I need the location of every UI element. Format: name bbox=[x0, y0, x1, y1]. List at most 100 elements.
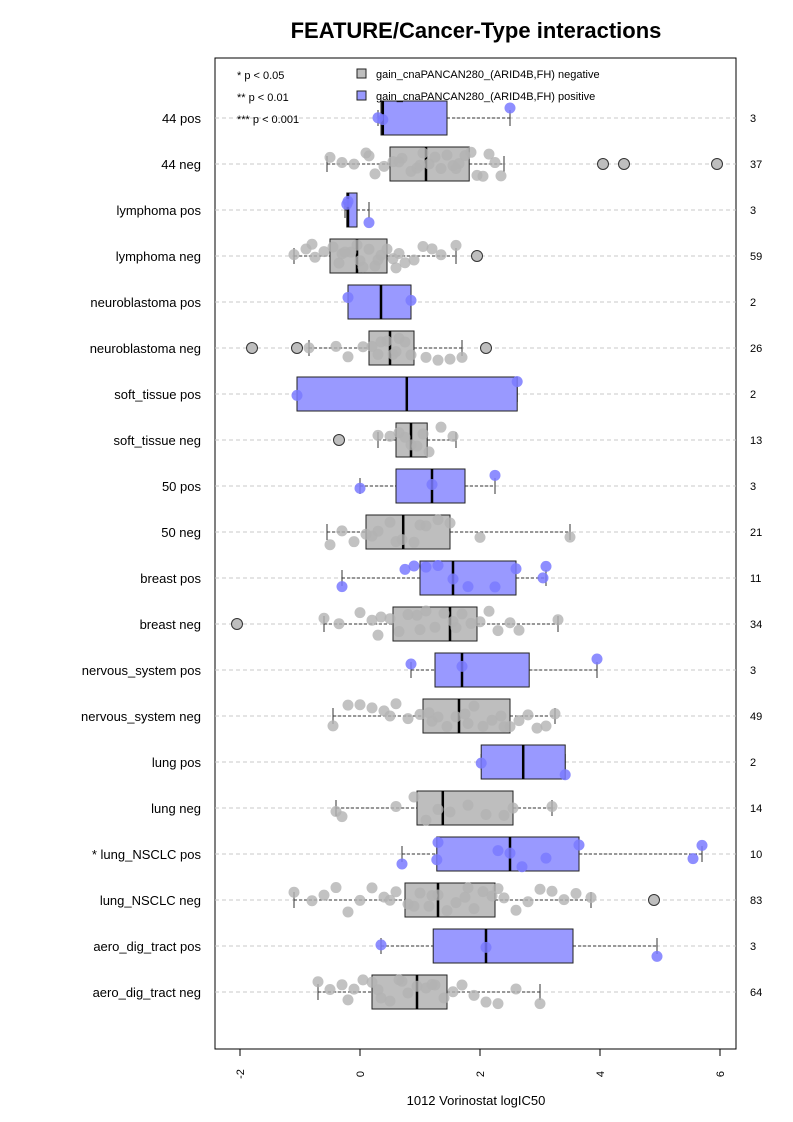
data-point bbox=[408, 791, 420, 803]
data-point bbox=[456, 979, 468, 991]
data-point bbox=[390, 698, 402, 710]
data-point bbox=[441, 905, 453, 917]
group-label: * lung_NSCLC pos bbox=[92, 847, 202, 862]
data-point bbox=[405, 294, 417, 306]
data-point bbox=[375, 611, 387, 623]
group-label: neuroblastoma neg bbox=[90, 341, 201, 356]
data-point bbox=[396, 858, 408, 870]
data-point bbox=[336, 157, 348, 169]
data-point bbox=[324, 539, 336, 551]
data-point bbox=[423, 900, 435, 912]
data-point bbox=[450, 622, 462, 634]
data-point bbox=[447, 573, 459, 585]
legend-swatch bbox=[356, 90, 367, 101]
data-point bbox=[585, 891, 597, 903]
data-point bbox=[384, 710, 396, 722]
data-point bbox=[474, 531, 486, 543]
data-point bbox=[522, 709, 534, 721]
data-point bbox=[318, 889, 330, 901]
data-point bbox=[489, 581, 501, 593]
significance-note: ** p < 0.01 bbox=[237, 92, 289, 104]
data-point bbox=[333, 618, 345, 630]
data-point bbox=[483, 148, 495, 160]
legend-swatch bbox=[356, 68, 367, 79]
data-point bbox=[429, 621, 441, 633]
group-label: lung neg bbox=[151, 801, 201, 816]
legend-label: gain_cnaPANCAN280_(ARID4B,FH) positive bbox=[376, 91, 595, 103]
data-point bbox=[342, 291, 354, 303]
data-point bbox=[477, 170, 489, 182]
group-label: soft_tissue neg bbox=[114, 433, 201, 448]
data-point bbox=[306, 895, 318, 907]
group-label: lung_NSCLC neg bbox=[100, 893, 201, 908]
data-point bbox=[559, 769, 571, 781]
data-point bbox=[537, 572, 549, 584]
plot-frame bbox=[214, 57, 737, 1050]
data-point bbox=[366, 702, 378, 714]
data-point bbox=[534, 883, 546, 895]
data-point bbox=[492, 998, 504, 1010]
data-point bbox=[399, 257, 411, 269]
data-point bbox=[498, 892, 510, 904]
group-label: lymphoma neg bbox=[116, 249, 201, 264]
data-point bbox=[573, 839, 585, 851]
data-point bbox=[486, 714, 498, 726]
group-count: 2 bbox=[750, 389, 756, 401]
data-point bbox=[475, 757, 487, 769]
data-point bbox=[417, 147, 429, 159]
data-point bbox=[354, 699, 366, 711]
data-point bbox=[366, 882, 378, 894]
data-point bbox=[462, 882, 474, 894]
data-point bbox=[456, 608, 468, 620]
significance-note: * p < 0.05 bbox=[237, 70, 284, 82]
data-point bbox=[420, 605, 432, 617]
data-point bbox=[402, 987, 414, 999]
group-count: 21 bbox=[750, 527, 762, 539]
group-count: 3 bbox=[750, 665, 756, 677]
data-point bbox=[444, 517, 456, 529]
data-point bbox=[477, 720, 489, 732]
data-point bbox=[531, 722, 543, 734]
data-point bbox=[426, 890, 438, 902]
data-point bbox=[384, 430, 396, 442]
data-point bbox=[522, 896, 534, 908]
data-point bbox=[438, 607, 450, 619]
data-point bbox=[432, 354, 444, 366]
data-point bbox=[492, 883, 504, 895]
data-point bbox=[384, 516, 396, 528]
data-points bbox=[231, 102, 723, 1010]
data-point bbox=[402, 609, 414, 621]
group-count: 2 bbox=[750, 297, 756, 309]
x-axis-label: 1012 Vorinostat logIC50 bbox=[407, 1093, 546, 1108]
data-point bbox=[687, 853, 699, 865]
data-point bbox=[414, 159, 426, 171]
data-point bbox=[330, 340, 342, 352]
data-point bbox=[333, 257, 345, 269]
data-point bbox=[498, 721, 510, 733]
data-point bbox=[342, 906, 354, 918]
significance-note: *** p < 0.001 bbox=[237, 114, 299, 126]
data-point bbox=[408, 254, 420, 266]
data-point bbox=[447, 430, 459, 442]
data-point bbox=[390, 346, 402, 358]
data-point bbox=[327, 241, 339, 253]
legend-label: gain_cnaPANCAN280_(ARID4B,FH) negative bbox=[376, 69, 600, 81]
group-label: breast pos bbox=[140, 571, 201, 586]
data-point bbox=[456, 660, 468, 672]
data-point bbox=[516, 861, 528, 873]
data-point bbox=[393, 626, 405, 638]
data-point bbox=[318, 246, 330, 258]
group-count: 59 bbox=[750, 251, 762, 263]
data-point bbox=[540, 720, 552, 732]
data-point bbox=[414, 519, 426, 531]
x-tick-label: 2 bbox=[475, 1071, 487, 1077]
data-point bbox=[420, 561, 432, 573]
data-point bbox=[399, 336, 411, 348]
data-point bbox=[483, 605, 495, 617]
box bbox=[347, 284, 412, 320]
data-point bbox=[459, 708, 471, 720]
data-point bbox=[489, 157, 501, 169]
data-point bbox=[402, 713, 414, 725]
group-count: 34 bbox=[750, 619, 762, 631]
